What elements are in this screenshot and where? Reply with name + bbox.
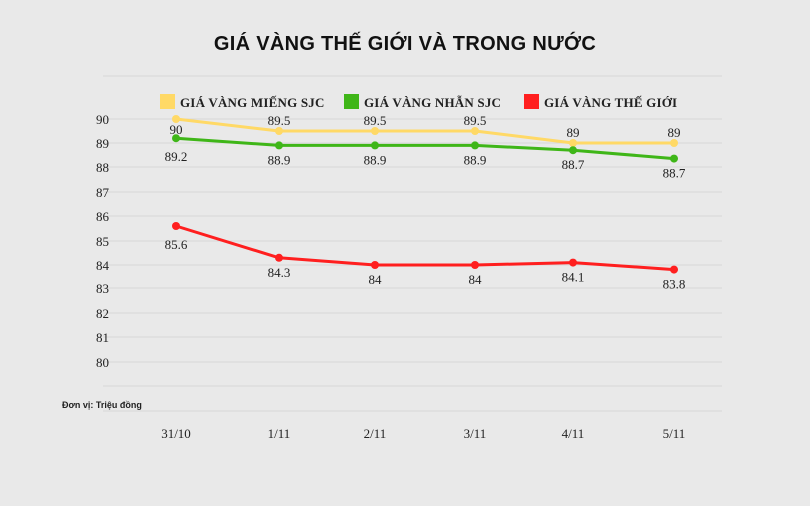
- y-tick-label: 81: [96, 330, 109, 345]
- data-label: 89: [668, 125, 681, 140]
- x-axis-ticks: 31/10 1/11 2/11 3/11 4/11 5/11: [161, 426, 685, 441]
- data-label: 88.9: [268, 152, 291, 167]
- y-tick-label: 89: [96, 136, 109, 151]
- data-label: 89.2: [165, 149, 188, 164]
- legend-swatch: [160, 94, 175, 109]
- data-label: 89.5: [268, 113, 291, 128]
- data-point: [371, 141, 379, 150]
- data-point: [471, 127, 479, 135]
- x-tick-label: 3/11: [464, 426, 487, 441]
- data-label: 84: [469, 272, 483, 287]
- data-label: 88.7: [663, 166, 686, 181]
- data-label: 85.6: [165, 237, 188, 252]
- legend-label: GIÁ VÀNG THẾ GIỚI: [544, 95, 677, 110]
- y-tick-label: 90: [96, 112, 109, 127]
- legend-label: GIÁ VÀNG NHẪN SJC: [364, 95, 501, 110]
- data-label: 88.9: [364, 152, 387, 167]
- chart-title: GIÁ VÀNG THẾ GIỚI VÀ TRONG NƯỚC: [213, 33, 597, 55]
- x-tick-label: 2/11: [364, 426, 387, 441]
- x-tick-label: 1/11: [268, 426, 291, 441]
- y-tick-label: 87: [96, 185, 110, 200]
- data-point: [275, 141, 283, 150]
- data-point: [275, 127, 283, 135]
- y-tick-label: 85: [96, 234, 109, 249]
- data-point: [670, 139, 678, 147]
- series-lines: [172, 115, 678, 274]
- y-tick-label: 82: [96, 306, 109, 321]
- legend-label: GIÁ VÀNG MIẾNG SJC: [180, 95, 325, 110]
- legend-swatch: [344, 94, 359, 109]
- data-point: [471, 261, 479, 269]
- data-label: 84: [369, 272, 383, 287]
- data-point: [275, 253, 283, 262]
- grid-lines: [103, 75, 722, 412]
- y-tick-label: 86: [96, 209, 110, 224]
- legend: GIÁ VÀNG MIẾNG SJC GIÁ VÀNG NHẪN SJC GIÁ V…: [160, 94, 677, 110]
- data-point: [172, 222, 180, 230]
- series-line: [175, 117, 674, 145]
- data-point: [569, 139, 577, 147]
- unit-note: Đơn vị: Triệu đồng: [62, 400, 142, 410]
- x-tick-label: 31/10: [161, 426, 191, 441]
- data-point: [371, 261, 379, 269]
- y-tick-label: 84: [96, 258, 110, 273]
- data-point: [371, 127, 379, 135]
- data-point: [471, 141, 479, 150]
- data-label: 90: [170, 122, 183, 137]
- data-point: [172, 134, 180, 143]
- y-axis-ticks: 90 89 88 87 86 85 84 83 82 81 80: [96, 112, 110, 370]
- data-label: 84.1: [562, 270, 585, 285]
- data-point: [569, 146, 577, 155]
- y-tick-label: 88: [96, 160, 109, 175]
- x-tick-label: 4/11: [562, 426, 585, 441]
- data-label: 88.9: [464, 152, 487, 167]
- y-tick-label: 83: [96, 281, 109, 296]
- data-label: 89.5: [464, 113, 487, 128]
- data-label: 89.5: [364, 113, 387, 128]
- data-label: 83.8: [663, 277, 686, 292]
- data-label: 84.3: [268, 265, 291, 280]
- x-tick-label: 5/11: [663, 426, 686, 441]
- data-label: 89: [567, 125, 580, 140]
- series-line: [175, 224, 675, 272]
- series-line: [175, 136, 675, 161]
- data-label: 88.7: [562, 157, 585, 172]
- data-point: [670, 265, 678, 274]
- data-point: [172, 115, 180, 123]
- data-point: [670, 154, 678, 163]
- data-labels: 90 89.5 89.5 89.5 89 89 89.2 88.9 88.9 88.9 88.7 88…: [165, 113, 686, 292]
- data-point: [569, 258, 577, 267]
- legend-swatch: [524, 94, 539, 109]
- y-tick-label: 80: [96, 355, 109, 370]
